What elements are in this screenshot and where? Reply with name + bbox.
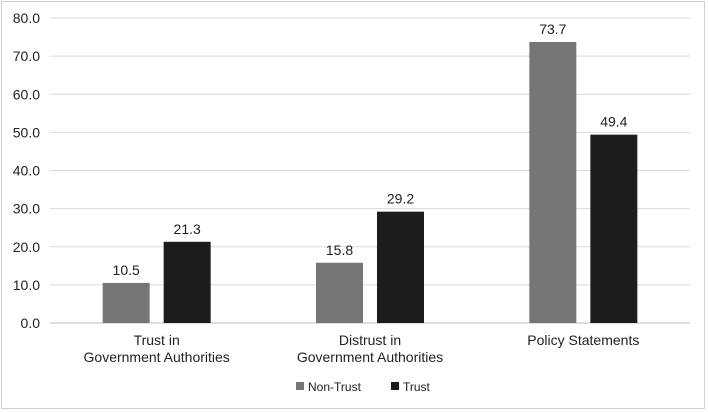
bar [163, 241, 211, 323]
y-tick-label: 70.0 [13, 48, 40, 64]
y-tick-label: 10.0 [13, 277, 40, 293]
legend-label: Non-Trust [308, 380, 362, 394]
data-label: 49.4 [600, 114, 627, 130]
category-label: Government Authorities [297, 349, 443, 365]
bar [590, 134, 638, 323]
bar [529, 42, 577, 324]
y-tick-label: 40.0 [13, 163, 40, 179]
data-label: 10.5 [113, 262, 140, 278]
y-tick-label: 50.0 [13, 124, 40, 140]
category-label: Trust in [134, 332, 180, 348]
y-tick-label: 20.0 [13, 239, 40, 255]
category-label: Government Authorities [84, 349, 230, 365]
y-tick-label: 60.0 [13, 86, 40, 102]
category-label: Distrust in [339, 332, 401, 348]
y-tick-label: 80.0 [13, 10, 40, 26]
legend-label: Trust [403, 380, 431, 394]
y-tick-label: 0.0 [21, 315, 41, 331]
bar [377, 211, 424, 323]
data-label: 15.8 [326, 242, 353, 258]
data-label: 29.2 [387, 191, 414, 207]
data-label: 73.7 [539, 21, 566, 37]
legend-swatch [296, 382, 304, 390]
legend-swatch [391, 382, 399, 390]
bar [102, 282, 150, 323]
y-tick-label: 30.0 [13, 201, 40, 217]
data-label: 21.3 [174, 221, 201, 237]
bar [316, 262, 363, 323]
category-label: Policy Statements [527, 332, 639, 348]
